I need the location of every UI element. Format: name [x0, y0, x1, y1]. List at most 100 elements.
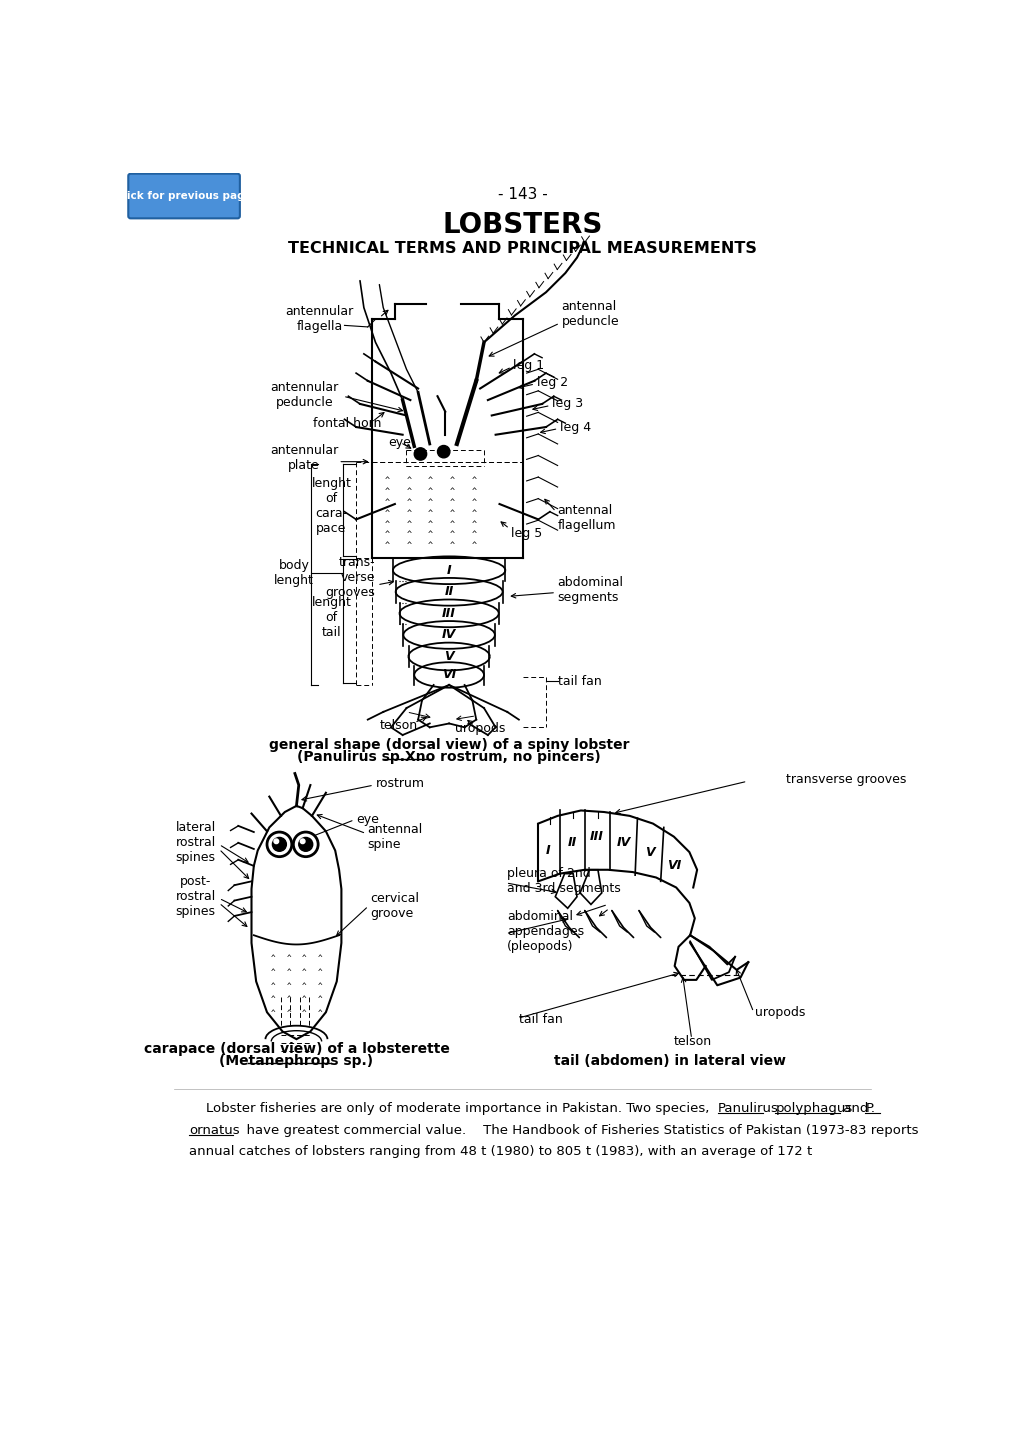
- Text: III: III: [590, 830, 603, 843]
- Text: ^: ^: [286, 981, 290, 990]
- Text: ^: ^: [302, 981, 307, 990]
- Text: cervical
groove: cervical groove: [370, 892, 419, 919]
- Text: ^: ^: [428, 509, 433, 517]
- Text: ^: ^: [302, 1009, 307, 1019]
- Text: ^: ^: [471, 499, 476, 507]
- Circle shape: [293, 831, 318, 857]
- Circle shape: [300, 839, 305, 843]
- Text: (Metanephrops sp.): (Metanephrops sp.): [219, 1053, 373, 1068]
- Text: I: I: [545, 844, 549, 857]
- Text: leg 2: leg 2: [536, 376, 568, 389]
- Text: ^: ^: [406, 542, 411, 550]
- Text: Lobster fisheries are only of moderate importance in Pakistan. Two species,: Lobster fisheries are only of moderate i…: [190, 1102, 717, 1115]
- Text: II: II: [568, 836, 577, 849]
- Text: IV: IV: [441, 628, 455, 641]
- Circle shape: [414, 448, 426, 460]
- Text: ^: ^: [471, 542, 476, 550]
- Text: ^: ^: [471, 520, 476, 529]
- Text: antennular
plate: antennular plate: [270, 444, 338, 471]
- Text: ^: ^: [384, 520, 389, 529]
- Text: eye: eye: [387, 437, 411, 450]
- Text: ^: ^: [317, 981, 322, 990]
- Text: ^: ^: [406, 477, 411, 486]
- Text: general shape (dorsal view) of a spiny lobster: general shape (dorsal view) of a spiny l…: [269, 738, 629, 752]
- FancyBboxPatch shape: [128, 174, 239, 219]
- Text: TECHNICAL TERMS AND PRINCIPAL MEASUREMENTS: TECHNICAL TERMS AND PRINCIPAL MEASUREMEN…: [288, 241, 756, 256]
- Text: Panulirus: Panulirus: [717, 1102, 779, 1115]
- Text: tail fan: tail fan: [557, 674, 601, 687]
- Text: ^: ^: [471, 509, 476, 517]
- Text: ^: ^: [449, 542, 454, 550]
- Text: ^: ^: [449, 499, 454, 507]
- Text: ^: ^: [384, 509, 389, 517]
- Text: telson: telson: [674, 1035, 711, 1048]
- Text: VI: VI: [441, 669, 455, 682]
- Text: III: III: [442, 607, 455, 620]
- Circle shape: [272, 837, 286, 852]
- Text: antennal
peduncle: antennal peduncle: [560, 300, 619, 329]
- Text: ^: ^: [471, 477, 476, 486]
- Text: leg 5: leg 5: [511, 527, 542, 540]
- Text: rostrum: rostrum: [375, 777, 424, 790]
- Text: uropods: uropods: [754, 1006, 805, 1019]
- Text: ^: ^: [286, 954, 290, 963]
- Text: post-
rostral
spines: post- rostral spines: [175, 875, 216, 918]
- Circle shape: [267, 831, 291, 857]
- Circle shape: [299, 837, 313, 852]
- Text: ^: ^: [286, 996, 290, 1004]
- Text: II: II: [444, 585, 453, 598]
- Text: ^: ^: [428, 487, 433, 496]
- Text: ^: ^: [384, 542, 389, 550]
- Text: (Panulirus sp.Xno rostrum, no pincers): (Panulirus sp.Xno rostrum, no pincers): [297, 749, 600, 764]
- Text: P.: P.: [864, 1102, 874, 1115]
- Text: lateral
rostral
spines: lateral rostral spines: [175, 821, 216, 865]
- Text: ^: ^: [271, 981, 275, 990]
- Text: ^: ^: [271, 996, 275, 1004]
- Text: ^: ^: [471, 487, 476, 496]
- Text: ^: ^: [406, 509, 411, 517]
- Text: ^: ^: [449, 530, 454, 539]
- Text: abdominal
appendages
(pleopods): abdominal appendages (pleopods): [506, 909, 584, 953]
- Text: trans-
verse
grooves: trans- verse grooves: [325, 556, 375, 599]
- Circle shape: [274, 839, 278, 843]
- Text: IV: IV: [615, 836, 630, 849]
- Text: ^: ^: [406, 499, 411, 507]
- Text: click for previous page: click for previous page: [116, 192, 252, 202]
- Text: ^: ^: [384, 487, 389, 496]
- Text: ^: ^: [302, 954, 307, 963]
- Text: leg 4: leg 4: [559, 421, 590, 434]
- Text: have greatest commercial value.    The Handbook of Fisheries Statistics of Pakis: have greatest commercial value. The Hand…: [237, 1124, 917, 1137]
- Text: ^: ^: [271, 1009, 275, 1019]
- Text: ^: ^: [428, 477, 433, 486]
- Text: antennular
peduncle: antennular peduncle: [270, 380, 338, 409]
- Text: ^: ^: [449, 509, 454, 517]
- Text: V: V: [444, 650, 453, 663]
- Text: VI: VI: [666, 859, 681, 872]
- Text: ^: ^: [317, 996, 322, 1004]
- Text: and: and: [839, 1102, 876, 1115]
- Text: ^: ^: [302, 968, 307, 977]
- Text: telson: telson: [379, 719, 418, 732]
- Text: ^: ^: [286, 968, 290, 977]
- Text: LOBSTERS: LOBSTERS: [442, 212, 602, 239]
- Text: ^: ^: [302, 996, 307, 1004]
- Text: ^: ^: [406, 520, 411, 529]
- Text: ^: ^: [428, 530, 433, 539]
- Circle shape: [437, 445, 449, 458]
- Text: ^: ^: [317, 968, 322, 977]
- Text: lenght
of
cara-
pace: lenght of cara- pace: [311, 477, 351, 535]
- Text: ^: ^: [428, 520, 433, 529]
- Text: ^: ^: [428, 542, 433, 550]
- Text: antennular
flagella: antennular flagella: [285, 305, 354, 333]
- Text: ^: ^: [286, 1009, 290, 1019]
- Text: eye: eye: [356, 813, 379, 826]
- Text: ^: ^: [384, 530, 389, 539]
- Text: ^: ^: [317, 954, 322, 963]
- Text: - 143 -: - 143 -: [497, 187, 547, 202]
- Text: tail (abdomen) in lateral view: tail (abdomen) in lateral view: [553, 1053, 786, 1068]
- Text: antennal
spine: antennal spine: [368, 823, 423, 850]
- Text: ^: ^: [471, 530, 476, 539]
- Text: V: V: [644, 846, 654, 859]
- Text: leg 3: leg 3: [551, 398, 583, 411]
- Text: body
lenght: body lenght: [274, 559, 314, 588]
